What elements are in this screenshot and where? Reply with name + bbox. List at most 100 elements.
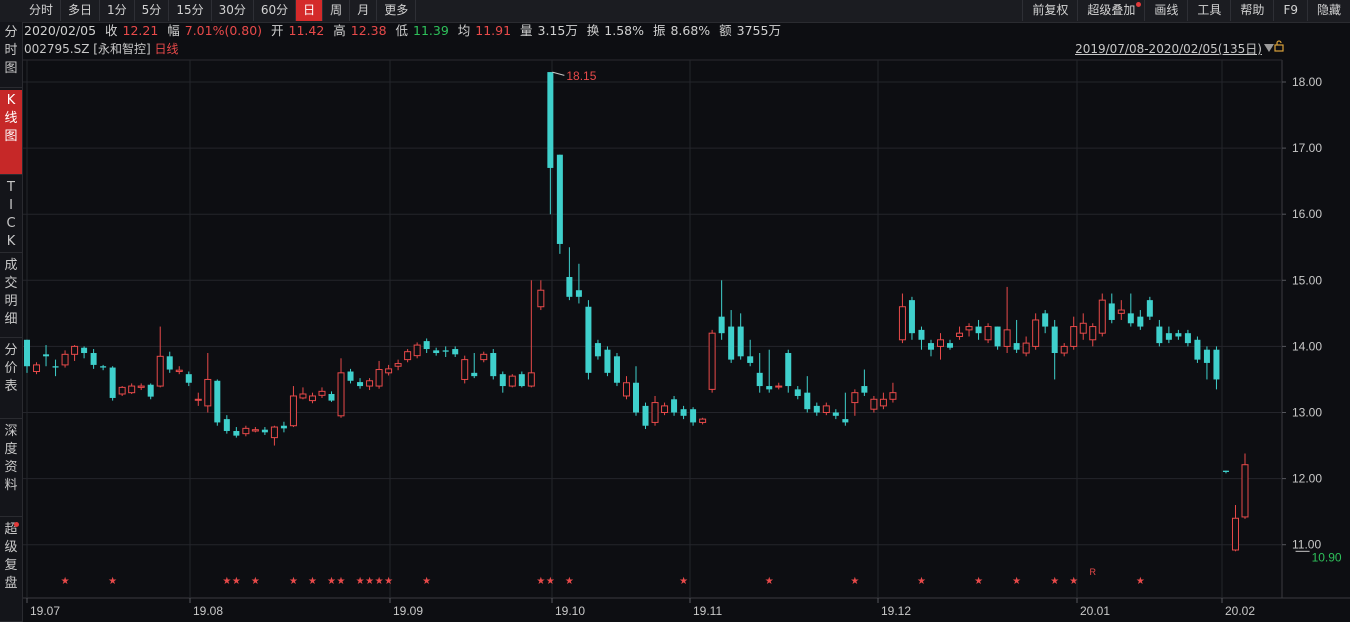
y-tick-label: 16.00 bbox=[1292, 207, 1322, 221]
candle-body bbox=[81, 347, 88, 354]
toolbar-button[interactable]: 画线 bbox=[1144, 0, 1187, 21]
candle-body bbox=[1127, 313, 1134, 324]
candle-body bbox=[633, 382, 639, 413]
candle-body bbox=[289, 395, 297, 427]
candle-body bbox=[480, 353, 488, 361]
star-marker-icon: ★ bbox=[337, 576, 346, 587]
candle-body bbox=[194, 398, 202, 401]
period-tab[interactable]: 5分 bbox=[135, 0, 170, 21]
candle-body bbox=[1070, 326, 1078, 347]
candle-body bbox=[908, 300, 915, 334]
period-tab[interactable]: 多日 bbox=[61, 0, 101, 21]
star-marker-icon: ★ bbox=[1012, 576, 1021, 587]
star-marker-icon: ★ bbox=[565, 576, 574, 587]
low-label: 低 bbox=[395, 23, 409, 38]
candle-body bbox=[984, 326, 992, 341]
candle-body bbox=[1098, 299, 1106, 334]
candle-body bbox=[708, 332, 716, 390]
candle-body bbox=[822, 405, 830, 414]
x-tick-label: 19.09 bbox=[393, 604, 423, 618]
candle-body bbox=[508, 375, 516, 387]
chart-toolbar: 分时 多日 1分 5分 15分 30分 60分日周月更多 前复权 超级叠加 画线 工具 帮助 F9 隐藏 bbox=[0, 0, 1350, 23]
toolbar-button[interactable]: 工具 bbox=[1187, 0, 1230, 21]
lock-icon[interactable] bbox=[1274, 40, 1284, 52]
candle-body bbox=[661, 405, 669, 414]
candle-body bbox=[1042, 313, 1049, 327]
change-value: 7.01%(0.80) bbox=[184, 23, 263, 38]
candle-body bbox=[423, 341, 430, 350]
toolbar-button[interactable]: F9 bbox=[1273, 0, 1307, 21]
high-annotation-label: 18.15 bbox=[566, 69, 596, 83]
candle-body bbox=[699, 418, 707, 423]
range-dropdown-icon[interactable] bbox=[1264, 44, 1274, 52]
candle-body bbox=[442, 350, 449, 352]
candle-body bbox=[43, 354, 50, 357]
toolbar-button[interactable]: 超级叠加 bbox=[1077, 0, 1144, 21]
candle-body bbox=[1194, 339, 1201, 360]
period-tab[interactable]: 30分 bbox=[212, 0, 254, 21]
y-tick-label: 12.00 bbox=[1292, 472, 1322, 486]
candle-body bbox=[394, 363, 402, 367]
sidebar-tab[interactable]: 成交明细 bbox=[0, 255, 22, 338]
candle-body bbox=[870, 398, 878, 410]
star-marker-icon: ★ bbox=[536, 576, 545, 587]
candle-body bbox=[452, 349, 459, 355]
sidebar-tab[interactable]: 深度资料 bbox=[0, 421, 22, 517]
toolbar-button[interactable]: 前复权 bbox=[1022, 0, 1077, 21]
y-tick-label: 13.00 bbox=[1292, 406, 1322, 420]
candle-body bbox=[728, 326, 735, 360]
open-label: 开 bbox=[271, 23, 284, 38]
candle-body bbox=[166, 356, 173, 370]
candle-body bbox=[100, 366, 107, 368]
candle-body bbox=[223, 419, 230, 432]
period-tab[interactable]: 15分 bbox=[169, 0, 212, 21]
period-tab[interactable]: 60分 bbox=[254, 0, 297, 21]
x-tick-label: 19.10 bbox=[555, 604, 585, 618]
sidebar-tab[interactable]: 分时图 bbox=[0, 22, 22, 88]
candle-body bbox=[604, 349, 611, 373]
candle-body bbox=[61, 353, 69, 366]
sidebar-tab[interactable]: 分价表 bbox=[0, 340, 22, 419]
candle-body bbox=[1165, 333, 1172, 340]
star-marker-icon: ★ bbox=[546, 576, 555, 587]
star-marker-icon: ★ bbox=[308, 576, 317, 587]
candle-body bbox=[1117, 309, 1125, 314]
candle-body bbox=[308, 395, 316, 402]
candle-body bbox=[889, 392, 897, 400]
period-tab[interactable]: 1分 bbox=[100, 0, 135, 21]
star-marker-icon: ★ bbox=[422, 576, 431, 587]
y-tick-label: 14.00 bbox=[1292, 339, 1322, 353]
sidebar-tab[interactable]: 超级复盘 bbox=[0, 519, 22, 622]
period-tab[interactable]: 分时 bbox=[22, 0, 62, 21]
star-marker-icon: ★ bbox=[289, 576, 298, 587]
toolbar-right-buttons: 前复权 超级叠加 画线 工具 帮助 F9 隐藏 bbox=[1022, 0, 1350, 22]
r-marker: R bbox=[1090, 567, 1097, 577]
toolbar-button[interactable]: 帮助 bbox=[1230, 0, 1273, 21]
candle-body bbox=[1108, 303, 1115, 320]
period-tab[interactable]: 日 bbox=[296, 0, 324, 21]
candle-body bbox=[622, 382, 630, 397]
stock-name: [永和智控] bbox=[93, 42, 151, 56]
star-marker-icon: ★ bbox=[1069, 576, 1078, 587]
toolbar-button[interactable]: 隐藏 bbox=[1306, 0, 1350, 21]
star-marker-icon: ★ bbox=[1050, 576, 1059, 587]
candle-body bbox=[861, 386, 868, 393]
x-tick-label: 19.11 bbox=[693, 604, 722, 618]
candle-body bbox=[33, 364, 41, 373]
candle-body bbox=[109, 367, 116, 398]
period-tab[interactable]: 周 bbox=[323, 0, 351, 21]
candle-body bbox=[90, 353, 97, 365]
date-range-selector[interactable]: 2019/07/08-2020/02/05(135日) bbox=[1075, 42, 1262, 56]
star-marker-icon: ★ bbox=[384, 576, 393, 587]
amplitude-label: 振 bbox=[652, 23, 666, 38]
period-tab[interactable]: 更多 bbox=[377, 0, 417, 21]
star-marker-icon: ★ bbox=[679, 576, 688, 587]
period-tab[interactable]: 月 bbox=[350, 0, 378, 21]
candle-body bbox=[499, 374, 506, 387]
x-tick-label: 19.12 bbox=[881, 604, 911, 618]
star-marker-icon: ★ bbox=[850, 576, 859, 587]
candle-body bbox=[1137, 316, 1144, 327]
